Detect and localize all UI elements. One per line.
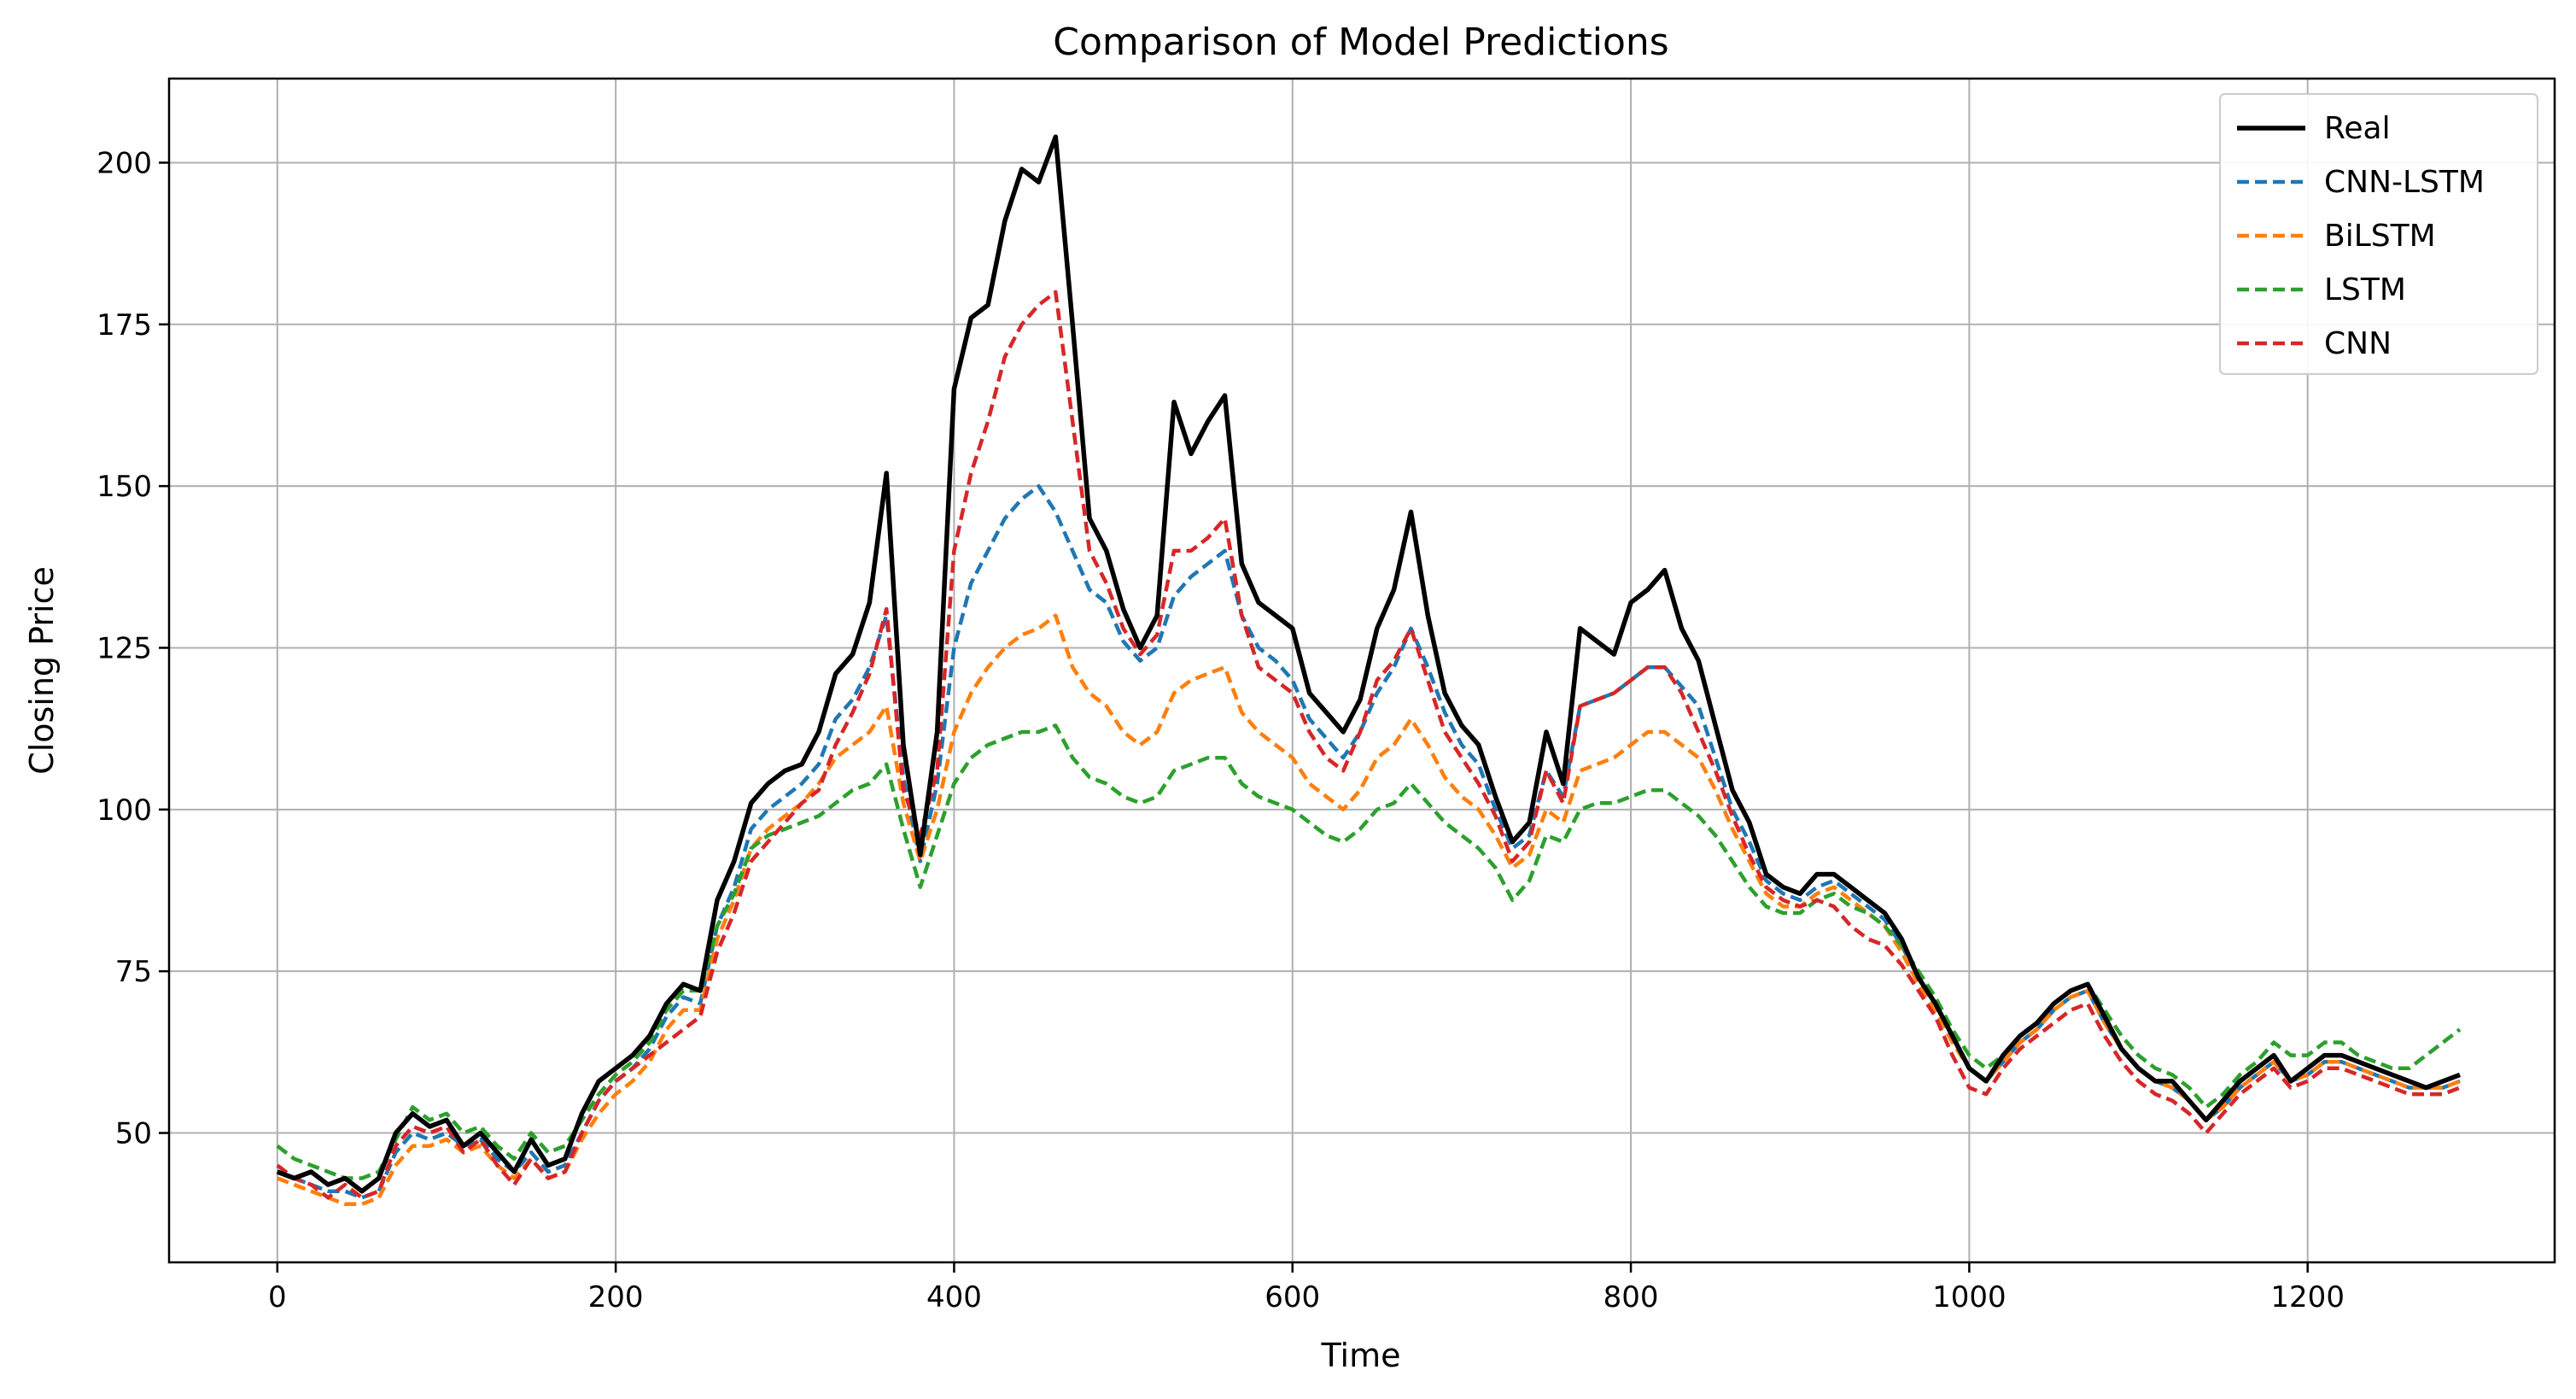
x-tick-label: 800 bbox=[1603, 1280, 1659, 1314]
y-axis-label: Closing Price bbox=[23, 566, 61, 775]
legend-label: LSTM bbox=[2324, 272, 2406, 307]
y-tick-label: 100 bbox=[96, 793, 152, 828]
x-tick-label: 1200 bbox=[2270, 1280, 2345, 1314]
x-tick-label: 400 bbox=[926, 1280, 982, 1314]
x-tick-label: 600 bbox=[1265, 1280, 1320, 1314]
x-tick-label: 1000 bbox=[1932, 1280, 2006, 1314]
legend: Real CNN-LSTM BiLSTM LSTM CNN bbox=[2219, 93, 2538, 375]
legend-label: CNN bbox=[2324, 326, 2392, 361]
y-tick-label: 150 bbox=[96, 470, 152, 504]
y-tick-label: 75 bbox=[115, 955, 152, 989]
legend-label: BiLSTM bbox=[2324, 219, 2436, 254]
y-tick-label: 125 bbox=[96, 631, 152, 665]
legend-label: Real bbox=[2324, 111, 2391, 146]
x-tick-label: 200 bbox=[588, 1280, 644, 1314]
y-tick-label: 200 bbox=[96, 146, 152, 180]
chart-title: Comparison of Model Predictions bbox=[1053, 20, 1668, 64]
x-axis-label: Time bbox=[1321, 1337, 1401, 1374]
series-line-bilstm bbox=[276, 613, 2461, 1207]
series-line-cnn-lstm bbox=[277, 483, 2461, 1200]
legend-label: CNN-LSTM bbox=[2324, 165, 2485, 200]
axis-ticks: 0 200 400 600 800 1000 1200 50 75 100 125 150 175 200 bbox=[96, 146, 2345, 1314]
legend-entries: Real CNN-LSTM BiLSTM LSTM CNN bbox=[2237, 111, 2485, 361]
y-tick-label: 50 bbox=[115, 1117, 152, 1151]
legend-box bbox=[2219, 93, 2538, 375]
series-line-lstm bbox=[276, 723, 2462, 1180]
x-tick-label: 0 bbox=[268, 1280, 287, 1314]
grid bbox=[169, 79, 2555, 1262]
series-line-real bbox=[276, 134, 2461, 1194]
plot-area-frame bbox=[167, 77, 2556, 1264]
y-tick-label: 175 bbox=[96, 308, 152, 342]
series-lines bbox=[276, 134, 2462, 1207]
